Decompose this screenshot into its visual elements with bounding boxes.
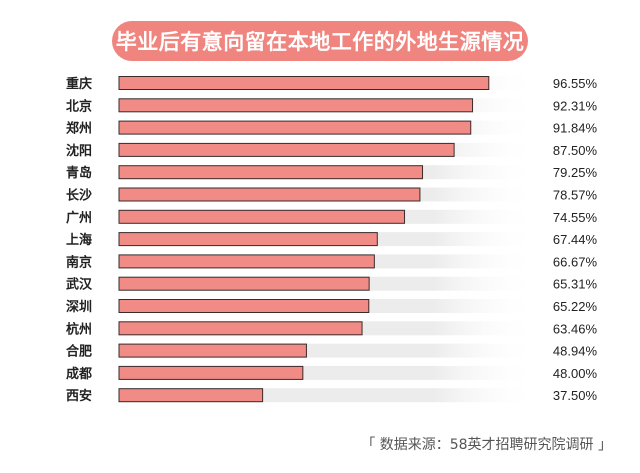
bar-13	[118, 365, 304, 380]
category-label: 西安	[66, 388, 92, 404]
value-label: 37.50%	[553, 388, 598, 403]
bar-9	[118, 276, 370, 291]
bar-11	[118, 321, 363, 336]
bar-1	[118, 98, 474, 113]
category-label: 合肥	[66, 344, 92, 360]
bar-14	[118, 388, 264, 403]
category-label: 南京	[66, 254, 92, 270]
category-label: 上海	[66, 232, 92, 248]
bar-3	[118, 142, 455, 157]
category-label: 重庆	[66, 76, 92, 92]
value-label: 48.94%	[553, 344, 598, 359]
bar-5	[118, 187, 421, 202]
value-label: 78.57%	[553, 188, 598, 203]
category-label: 青岛	[66, 165, 92, 181]
bar-10	[118, 299, 370, 313]
category-label: 武汉	[66, 277, 93, 293]
value-label: 87.50%	[553, 143, 598, 158]
category-label: 广州	[66, 210, 92, 226]
bar-12	[118, 343, 307, 358]
category-label: 北京	[66, 98, 92, 114]
value-label: 92.31%	[553, 98, 598, 113]
chart-title: 毕业后有意向留在本地工作的外地生源情况	[115, 30, 525, 54]
value-label: 74.55%	[553, 210, 598, 225]
value-label: 66.67%	[553, 254, 598, 269]
category-label: 郑州	[66, 121, 92, 137]
chart-title-banner: 毕业后有意向留在本地工作的外地生源情况	[112, 21, 528, 61]
value-label: 91.84%	[553, 121, 598, 136]
value-label: 79.25%	[553, 165, 598, 180]
bar-2	[118, 120, 472, 135]
category-label: 杭州	[66, 321, 92, 337]
category-label: 深圳	[66, 299, 92, 315]
value-label: 48.00%	[553, 366, 598, 381]
category-label: 成都	[66, 366, 92, 382]
category-label: 沈阳	[66, 143, 92, 159]
value-label: 65.31%	[553, 277, 598, 292]
bar-8	[118, 254, 375, 269]
source-note: 「 数据来源：58英才招聘研究院调研 」	[361, 437, 612, 453]
bar-7	[118, 232, 378, 247]
bar-0	[118, 76, 490, 90]
value-label: 96.55%	[553, 76, 598, 91]
bar-6	[118, 209, 406, 224]
category-label: 长沙	[66, 188, 92, 204]
value-label: 63.46%	[553, 321, 598, 336]
value-label: 67.44%	[553, 232, 598, 247]
value-label: 65.22%	[553, 299, 598, 314]
bar-4	[118, 165, 424, 180]
